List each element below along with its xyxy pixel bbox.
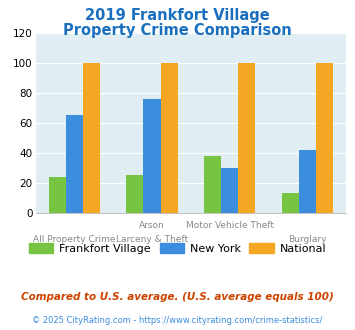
Text: Property Crime Comparison: Property Crime Comparison	[63, 23, 292, 38]
Bar	[204, 156, 221, 213]
Text: 2019 Frankfort Village: 2019 Frankfort Village	[85, 8, 270, 23]
Text: Compared to U.S. average. (U.S. average equals 100): Compared to U.S. average. (U.S. average …	[21, 292, 334, 302]
Bar	[316, 63, 333, 213]
Bar	[299, 150, 316, 213]
Legend: Frankfort Village, New York, National: Frankfort Village, New York, National	[24, 239, 331, 258]
Bar	[83, 63, 100, 213]
Bar	[143, 99, 160, 213]
Bar	[126, 175, 143, 213]
Text: Arson: Arson	[139, 221, 165, 230]
Text: Larceny & Theft: Larceny & Theft	[116, 235, 188, 244]
Text: Burglary: Burglary	[288, 235, 327, 244]
Bar	[238, 63, 255, 213]
Bar	[66, 115, 83, 213]
Bar	[221, 168, 238, 213]
Text: Motor Vehicle Theft: Motor Vehicle Theft	[186, 221, 274, 230]
Bar	[49, 177, 66, 213]
Text: All Property Crime: All Property Crime	[33, 235, 116, 244]
Bar	[282, 193, 299, 213]
Text: © 2025 CityRating.com - https://www.cityrating.com/crime-statistics/: © 2025 CityRating.com - https://www.city…	[32, 316, 323, 325]
Bar	[160, 63, 178, 213]
